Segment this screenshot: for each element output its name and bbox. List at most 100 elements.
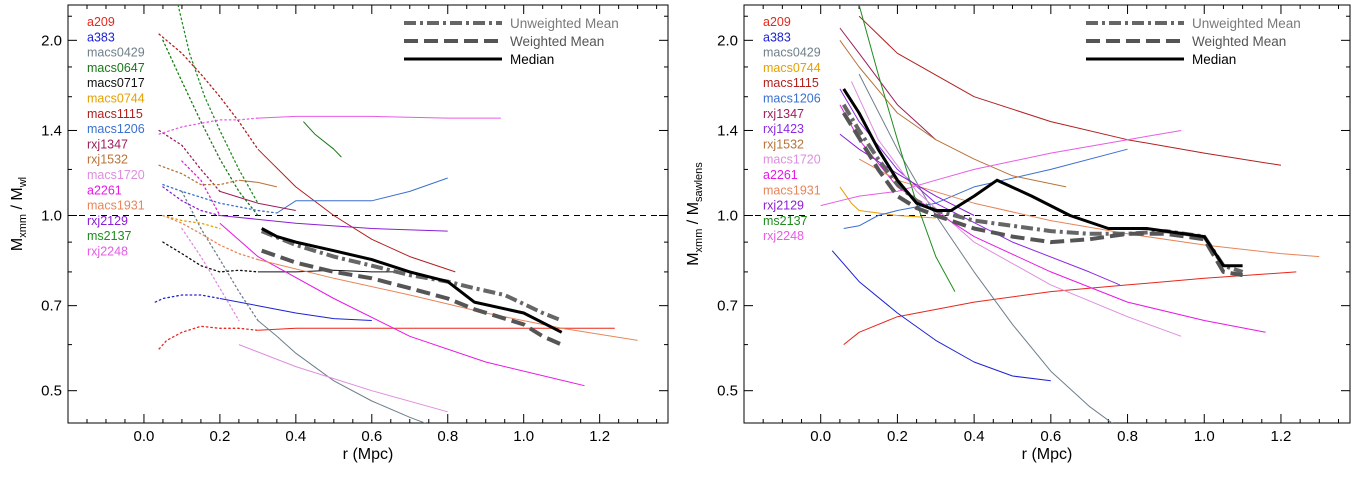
x-tick-label: 0.0 — [810, 428, 831, 445]
series-rxj2248-line — [820, 130, 1182, 207]
style-key: Unweighted Mean Weighted Mean Median — [1086, 16, 1301, 67]
series-macs0717-line — [257, 269, 403, 273]
key-label: Weighted Mean — [510, 34, 604, 49]
x-tick-label: 1.2 — [589, 428, 610, 445]
series-a383-dotted — [154, 294, 221, 303]
series-macs0429-dotted — [181, 190, 259, 322]
chart-panel-2: 0.0 0.2 0.4 0.6 0.8 1.0 1.2 0.5 0.7 1.0 1.4 2.0 r (M… — [685, 4, 1351, 463]
chart-panel-1: 0.0 0.2 0.4 0.6 0.8 1.0 1.2 0.5 0.7 1.0 1.4 2.0 r (M… — [9, 4, 669, 463]
x-axis-title: r (Mpc) — [1022, 446, 1073, 463]
y-tick-label: 1.4 — [41, 122, 62, 139]
series-a209-line — [843, 271, 1297, 345]
series-macs0647-dotted — [162, 39, 259, 217]
legend-entry: a2261 — [763, 168, 798, 182]
y-tick-label: 0.5 — [717, 383, 738, 400]
series-a2261-line — [219, 222, 585, 387]
series-weighted-mean-line — [261, 248, 563, 347]
series-a209-line — [257, 327, 615, 331]
legend-entry: macs0717 — [87, 76, 145, 90]
y-axis-title-part: M — [9, 238, 26, 251]
series-macs1931-dotted — [162, 214, 259, 261]
x-tick-label: 0.8 — [1117, 428, 1138, 445]
x-tick-label: 0.2 — [209, 428, 230, 445]
legend-entry: rxj1347 — [763, 107, 804, 121]
x-tick-label: 0.4 — [964, 428, 985, 445]
series-macs1931-line — [858, 158, 1320, 258]
series-group — [820, 5, 1320, 423]
series-median-line — [260, 227, 563, 334]
series-macs1931-line — [257, 259, 638, 341]
legend-entry: rxj1532 — [87, 153, 128, 167]
key-label: Weighted Mean — [1192, 34, 1286, 49]
series-a2261-line — [839, 104, 1266, 333]
style-key: Unweighted Mean Weighted Mean Median — [404, 16, 619, 67]
legend-entry: macs1931 — [87, 199, 145, 213]
y-axis-title: Mxmm / Mwl — [9, 177, 29, 251]
y-axis-title-subscript: sawlens — [693, 162, 705, 202]
legend-entry: a2261 — [87, 183, 122, 197]
y-axis-title: Mxmm / Msawlens — [685, 162, 705, 266]
series-macs1206-line — [276, 177, 448, 214]
legend-entry: macs1931 — [763, 183, 821, 197]
series-unweighted-mean-line — [260, 229, 563, 323]
legend-entry: a209 — [763, 15, 791, 29]
y-tick-label: 0.7 — [41, 298, 62, 315]
series-a383-line — [219, 298, 372, 321]
y-tick-label: 2.0 — [717, 32, 738, 49]
x-tick-label: 0.6 — [1040, 428, 1061, 445]
legend-entry: macs1206 — [763, 92, 821, 106]
legend-entry: ms2137 — [87, 229, 132, 243]
series-median-line — [842, 88, 1243, 268]
y-axis-title-part: / M — [9, 187, 26, 214]
series-macs0647-line — [303, 121, 342, 158]
series-rxj1347-line — [219, 190, 296, 211]
x-axis-title: r (Mpc) — [343, 446, 394, 463]
series-a2261-dotted — [181, 160, 221, 217]
series-rxj2129-line — [839, 133, 975, 216]
series-macs1115-line — [858, 15, 1282, 166]
y-axis-title-subscript: wl — [17, 177, 29, 188]
series-rxj1532-line — [238, 179, 278, 188]
legend-entry: macs0744 — [763, 61, 821, 75]
x-tick-label: 1.0 — [513, 428, 534, 445]
x-tick-label: 0.6 — [361, 428, 382, 445]
series-macs1206-dotted — [162, 183, 278, 214]
series-macs0429-line — [858, 73, 1113, 423]
series-a209-dotted — [158, 325, 259, 350]
legend-entry: rxj2129 — [763, 199, 804, 213]
y-tick-label: 0.7 — [717, 298, 738, 315]
key-label: Unweighted Mean — [1192, 16, 1301, 31]
x-tick-label: 0.2 — [887, 428, 908, 445]
key-label: Unweighted Mean — [510, 16, 619, 31]
y-axis-title-subscript: xmm — [693, 229, 705, 253]
y-tick-label: 1.4 — [717, 122, 738, 139]
legend-entry: macs1115 — [87, 107, 143, 121]
series-rxj1532-line — [839, 40, 1067, 188]
x-axis: 0.0 0.2 0.4 0.6 0.8 1.0 1.2 — [86, 5, 658, 445]
series-rxj2129-line — [219, 215, 448, 232]
legend-entry: rxj1423 — [763, 122, 804, 136]
x-tick-label: 1.0 — [1194, 428, 1215, 445]
series-group — [154, 5, 638, 423]
series-a383-line — [831, 250, 1051, 382]
legend-entry: macs1720 — [87, 168, 145, 182]
plot-frame — [743, 4, 1351, 424]
y-tick-label: 1.0 — [717, 208, 738, 225]
legend-entry: macs1720 — [763, 153, 821, 167]
legend-entry: macs1115 — [763, 76, 819, 90]
y-axis-title-part: M — [685, 252, 702, 265]
series-macs0744-line — [839, 186, 936, 219]
series-macs1720-line — [850, 81, 1182, 337]
x-tick-label: 0.8 — [437, 428, 458, 445]
legend-entry: a383 — [763, 30, 791, 44]
y-tick-label: 2.0 — [41, 32, 62, 49]
plot-frame — [67, 4, 669, 424]
y-axis: 0.5 0.7 1.0 1.4 2.0 — [717, 15, 1350, 400]
series-macs1720-dotted — [181, 227, 240, 322]
series-macs0429-line — [257, 320, 427, 423]
y-axis-title-part: / M — [685, 202, 702, 229]
